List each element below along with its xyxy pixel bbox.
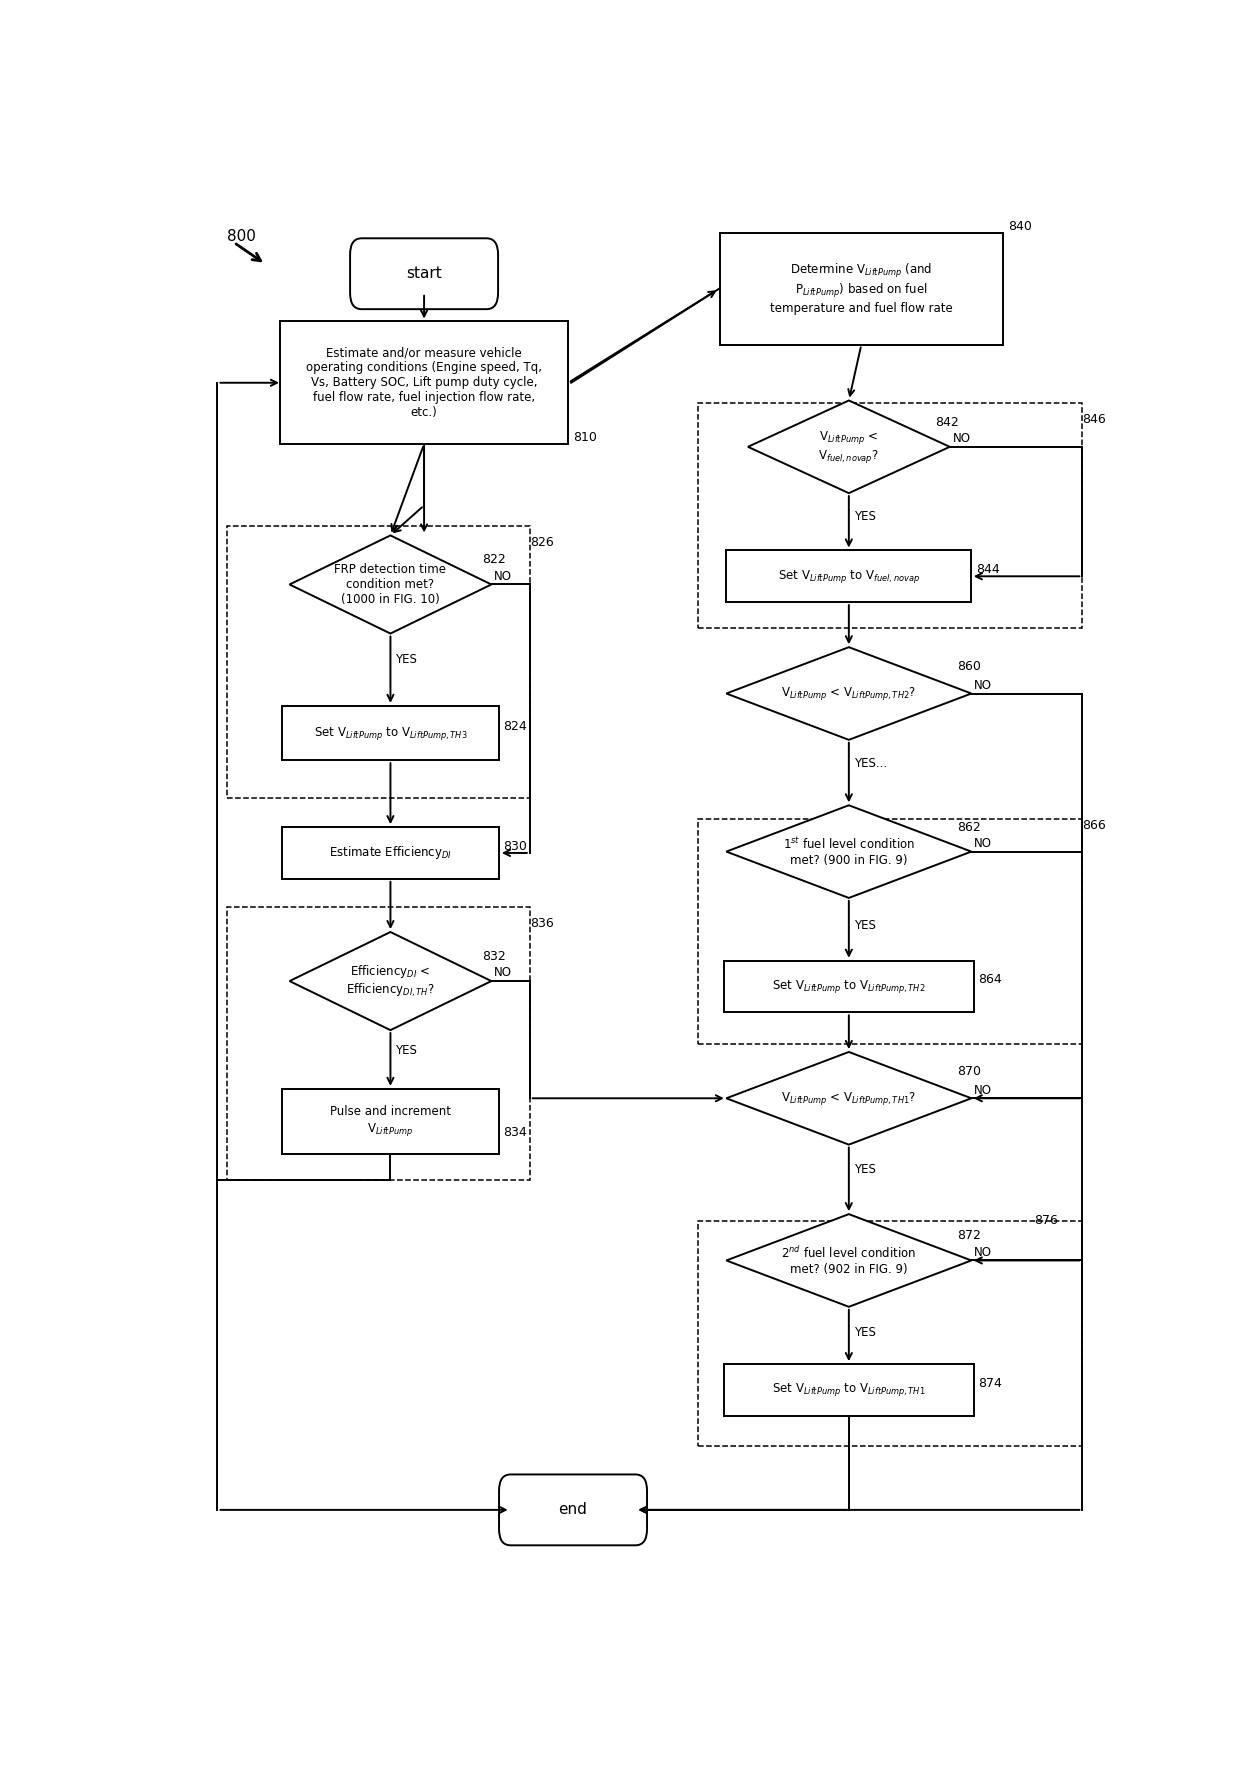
Text: V$_{LiftPump}$ < V$_{LiftPump,TH2}$?: V$_{LiftPump}$ < V$_{LiftPump,TH2}$? bbox=[781, 685, 916, 703]
Text: Efficiency$_{DI}$ <
Efficiency$_{DI,TH}$?: Efficiency$_{DI}$ < Efficiency$_{DI,TH}$… bbox=[346, 963, 435, 1000]
Text: Set V$_{LiftPump}$ to V$_{fuel,novap}$: Set V$_{LiftPump}$ to V$_{fuel,novap}$ bbox=[777, 568, 920, 584]
Polygon shape bbox=[727, 1051, 971, 1145]
Text: end: end bbox=[558, 1503, 588, 1517]
Text: 872: 872 bbox=[957, 1230, 981, 1243]
Text: NO: NO bbox=[973, 837, 992, 850]
Bar bbox=[698, 404, 1083, 628]
Polygon shape bbox=[290, 933, 491, 1030]
Text: NO: NO bbox=[495, 966, 512, 979]
Text: Set V$_{LiftPump}$ to V$_{LiftPump,TH1}$: Set V$_{LiftPump}$ to V$_{LiftPump,TH1}$ bbox=[773, 1381, 926, 1398]
Text: YES: YES bbox=[396, 653, 417, 666]
Bar bbox=[227, 908, 529, 1181]
Text: NO: NO bbox=[973, 1083, 992, 1097]
Text: 810: 810 bbox=[573, 430, 596, 444]
Text: 864: 864 bbox=[978, 974, 1002, 986]
Text: Estimate Efficiency$_{DI}$: Estimate Efficiency$_{DI}$ bbox=[329, 844, 453, 862]
Text: 826: 826 bbox=[529, 536, 553, 549]
Polygon shape bbox=[748, 400, 950, 494]
Text: YES...: YES... bbox=[853, 756, 887, 770]
Text: 834: 834 bbox=[503, 1126, 527, 1138]
Text: 842: 842 bbox=[935, 416, 959, 428]
Text: 870: 870 bbox=[957, 1064, 981, 1078]
Text: 840: 840 bbox=[1008, 219, 1032, 232]
Text: Determine V$_{LiftPump}$ (and
P$_{LiftPump}$) based on fuel
temperature and fuel: Determine V$_{LiftPump}$ (and P$_{LiftPu… bbox=[770, 262, 952, 315]
Text: 2$^{nd}$ fuel level condition
met? (902 in FIG. 9): 2$^{nd}$ fuel level condition met? (902 … bbox=[781, 1244, 916, 1276]
Bar bbox=[227, 526, 529, 798]
Text: 860: 860 bbox=[957, 660, 981, 673]
Polygon shape bbox=[290, 535, 491, 634]
Text: 824: 824 bbox=[503, 720, 527, 733]
Text: 862: 862 bbox=[957, 821, 981, 834]
Text: 800: 800 bbox=[227, 230, 255, 244]
Text: V$_{LiftPump}$ < V$_{LiftPump,TH1}$?: V$_{LiftPump}$ < V$_{LiftPump,TH1}$? bbox=[781, 1090, 916, 1106]
Text: Set V$_{LiftPump}$ to V$_{LiftPump,TH3}$: Set V$_{LiftPump}$ to V$_{LiftPump,TH3}$ bbox=[314, 724, 467, 742]
Text: 832: 832 bbox=[481, 950, 506, 963]
Text: NO: NO bbox=[495, 570, 512, 582]
Bar bbox=[698, 820, 1083, 1044]
Text: Set V$_{LiftPump}$ to V$_{LiftPump,TH2}$: Set V$_{LiftPump}$ to V$_{LiftPump,TH2}$ bbox=[773, 979, 925, 995]
Text: NO: NO bbox=[973, 1246, 992, 1258]
Bar bbox=[280, 322, 568, 444]
Bar bbox=[724, 961, 973, 1012]
Polygon shape bbox=[727, 648, 971, 740]
Text: Estimate and/or measure vehicle
operating conditions (Engine speed, Tq,
Vs, Batt: Estimate and/or measure vehicle operatin… bbox=[306, 347, 542, 419]
Text: 876: 876 bbox=[1034, 1214, 1058, 1227]
Text: V$_{LiftPump}$ <
V$_{fuel,novap}$?: V$_{LiftPump}$ < V$_{fuel,novap}$? bbox=[818, 428, 879, 466]
Text: 846: 846 bbox=[1083, 412, 1106, 427]
Bar bbox=[283, 706, 498, 761]
FancyBboxPatch shape bbox=[498, 1474, 647, 1545]
Bar bbox=[724, 1365, 973, 1416]
Text: 866: 866 bbox=[1083, 820, 1106, 832]
Bar bbox=[727, 550, 971, 602]
Text: 830: 830 bbox=[503, 839, 527, 853]
Text: 836: 836 bbox=[529, 917, 553, 931]
Text: NO: NO bbox=[952, 432, 971, 444]
Bar bbox=[283, 1089, 498, 1154]
Text: NO: NO bbox=[973, 680, 992, 692]
Text: 844: 844 bbox=[976, 563, 999, 575]
Text: YES: YES bbox=[853, 919, 875, 931]
Polygon shape bbox=[727, 1214, 971, 1306]
Bar bbox=[283, 827, 498, 880]
Text: FRP detection time
condition met?
(1000 in FIG. 10): FRP detection time condition met? (1000 … bbox=[335, 563, 446, 605]
Bar bbox=[719, 234, 1003, 345]
Text: YES: YES bbox=[853, 1163, 875, 1175]
Text: YES: YES bbox=[396, 1044, 417, 1057]
Text: 1$^{st}$ fuel level condition
met? (900 in FIG. 9): 1$^{st}$ fuel level condition met? (900 … bbox=[782, 835, 915, 867]
Polygon shape bbox=[727, 805, 971, 897]
Text: 822: 822 bbox=[481, 554, 506, 566]
Text: YES: YES bbox=[853, 1326, 875, 1340]
Bar bbox=[698, 1221, 1083, 1446]
Text: 874: 874 bbox=[978, 1377, 1002, 1389]
Text: start: start bbox=[407, 266, 441, 281]
Text: YES: YES bbox=[853, 510, 875, 522]
Text: Pulse and increment
V$_{LiftPump}$: Pulse and increment V$_{LiftPump}$ bbox=[330, 1104, 451, 1138]
FancyBboxPatch shape bbox=[350, 239, 498, 310]
